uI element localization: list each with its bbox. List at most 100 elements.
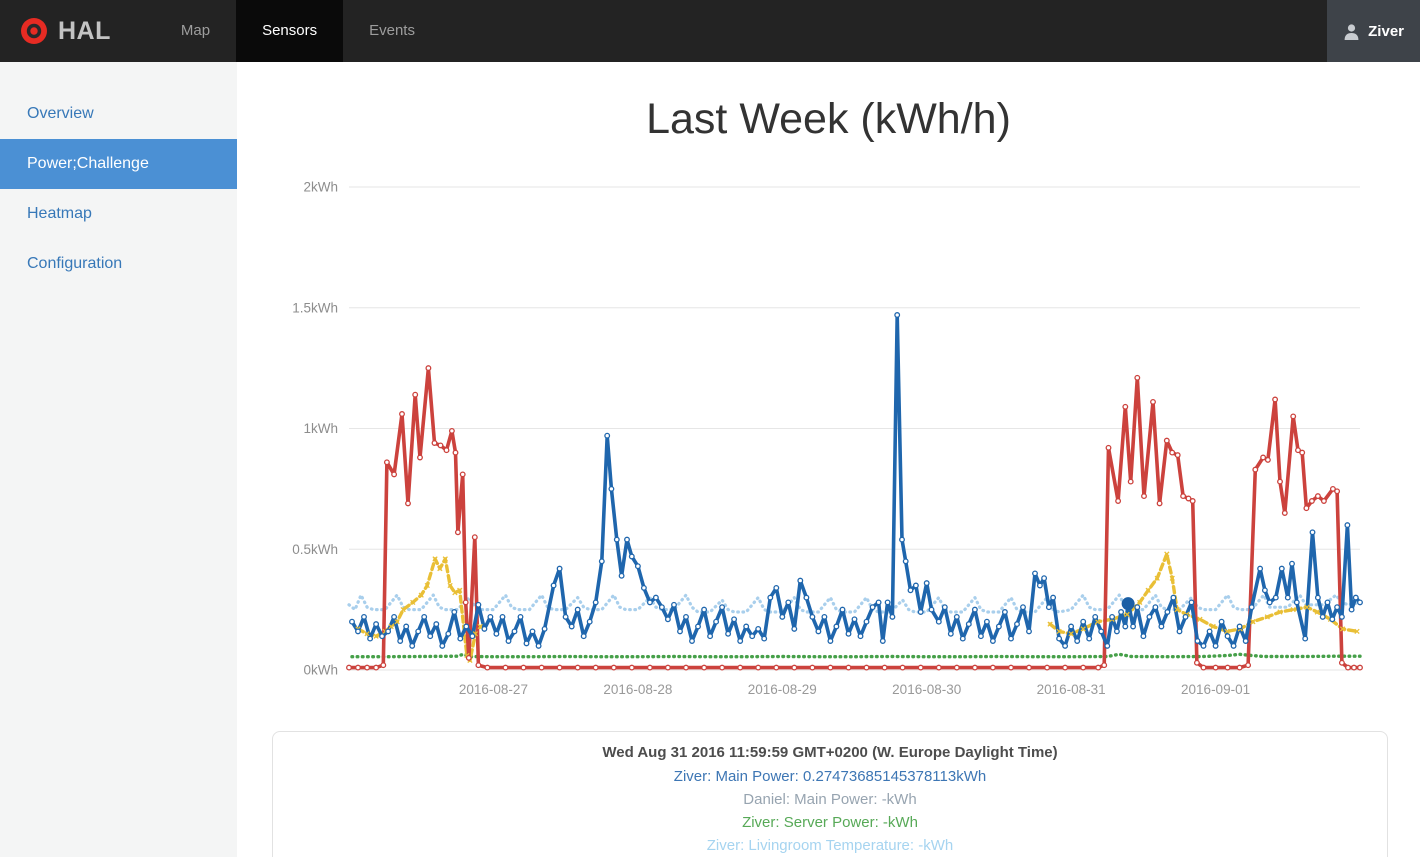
data-point-blue (1218, 618, 1225, 625)
chart-tooltip-box: Wed Aug 31 2016 11:59:59 GMT+0200 (W. Eu… (272, 731, 1388, 857)
data-point-red (737, 664, 744, 671)
user-menu[interactable]: Ziver (1327, 0, 1420, 62)
data-point-red (399, 411, 405, 417)
data-point-red (773, 664, 780, 671)
nav-item-events[interactable]: Events (369, 22, 415, 39)
top-navbar: HAL Map Sensors Events Ziver (0, 0, 1420, 62)
data-point-red (610, 664, 617, 671)
data-point-red (755, 664, 762, 671)
data-point-blue (761, 635, 768, 642)
data-point-blue (1261, 587, 1268, 594)
data-point-blue (511, 628, 518, 635)
navbar-items: Map Sensors Events (155, 0, 441, 62)
tooltip-row: Daniel: Main Power: -kWh (743, 791, 917, 808)
data-point-red (719, 664, 726, 671)
data-point-blue (1045, 604, 1052, 611)
brand[interactable]: HAL (0, 0, 131, 62)
data-point-red (355, 664, 361, 671)
data-point-blue (827, 638, 834, 644)
data-point-blue (731, 616, 738, 623)
data-point-yellow (1145, 587, 1151, 593)
data-point-blue (1182, 613, 1189, 620)
data-point-yellow (400, 606, 406, 613)
data-point-red (935, 664, 942, 671)
hovered-data-point[interactable] (1121, 597, 1135, 611)
data-point-yellow (418, 592, 424, 598)
data-point-blue (953, 613, 960, 620)
data-point-red (538, 664, 545, 671)
sidebar-list: Overview Power;Challenge Heatmap Configurat… (0, 62, 237, 289)
sidebar-item-heatmap[interactable]: Heatmap (27, 205, 92, 222)
data-point-blue (517, 613, 524, 620)
data-point-blue (1344, 522, 1351, 529)
data-point-blue (923, 580, 930, 587)
data-point-blue (646, 599, 653, 606)
sidebar-item-power-challenge[interactable]: Power;Challenge (0, 139, 237, 189)
data-point-red (917, 664, 924, 671)
person-icon (1344, 23, 1359, 40)
data-point-blue (947, 630, 954, 637)
data-point-blue (894, 312, 901, 318)
data-point-blue (713, 618, 720, 625)
data-point-blue (361, 613, 367, 620)
nav-item-map[interactable]: Map (180, 22, 211, 39)
data-point-blue (608, 485, 615, 492)
data-point-yellow (1137, 599, 1143, 606)
data-point-blue (373, 621, 380, 628)
data-point-blue (580, 633, 587, 640)
series-line-green (350, 652, 1362, 659)
data-point-red (484, 664, 491, 671)
data-point-blue (839, 606, 846, 613)
data-point-blue (586, 618, 593, 625)
data-point-blue (556, 565, 563, 572)
data-point-blue (1257, 565, 1264, 572)
tooltip-timestamp: Wed Aug 31 2016 11:59:59 GMT+0200 (W. Eu… (602, 744, 1058, 761)
data-point-red (1236, 664, 1243, 671)
data-point-red (1189, 498, 1196, 504)
line-chart[interactable]: 0kWh 0.5kWh 1kWh 1.5kWh 2kWh 2016-08-27 2016-0… (270, 165, 1400, 715)
data-point-blue (523, 640, 530, 647)
x-tick-label: 2016-09-01 (1181, 682, 1250, 697)
data-point-red (1260, 454, 1267, 461)
data-point-red (1044, 664, 1051, 671)
data-point-red (845, 664, 852, 671)
data-point-blue (683, 613, 689, 620)
data-point-red (664, 664, 671, 671)
y-tick-label: 0.5kWh (292, 542, 338, 557)
data-point-red (1290, 413, 1297, 420)
data-point-red (1080, 664, 1087, 671)
data-point-blue (737, 638, 744, 644)
sidebar-item-overview[interactable]: Overview (27, 105, 94, 122)
data-point-blue (917, 609, 924, 615)
data-point-yellow (1304, 604, 1310, 610)
x-tick-label: 2016-08-27 (459, 682, 528, 697)
data-point-red (383, 459, 390, 466)
data-point-blue (899, 536, 905, 543)
data-point-red (1200, 664, 1207, 671)
tooltip-row: Ziver: Main Power: 0.27473685145378113kW… (673, 768, 987, 785)
data-point-blue (385, 628, 392, 635)
data-point-red (1308, 498, 1315, 504)
data-point-blue (941, 604, 948, 611)
data-point-red (1180, 493, 1187, 500)
data-point-red (1212, 664, 1219, 671)
data-point-blue (1074, 638, 1081, 644)
data-point-blue (624, 536, 630, 543)
data-point-blue (634, 563, 641, 570)
data-point-red (1351, 664, 1357, 671)
user-label: Ziver (1368, 22, 1404, 40)
data-point-red (1008, 664, 1014, 671)
data-point-red (1345, 664, 1351, 671)
data-point-blue (1272, 594, 1279, 601)
data-point-blue (403, 623, 410, 630)
data-point-blue (833, 623, 840, 630)
data-point-blue (1164, 609, 1171, 615)
data-point-yellow (1290, 606, 1296, 613)
data-point-blue (1068, 623, 1075, 630)
data-point-blue (1236, 623, 1243, 630)
data-point-blue (1176, 628, 1183, 635)
data-point-blue (391, 613, 398, 620)
nav-item-sensors[interactable]: Sensors (236, 0, 344, 62)
data-point-red (1115, 498, 1122, 504)
sidebar-item-configuration[interactable]: Configuration (27, 255, 123, 272)
